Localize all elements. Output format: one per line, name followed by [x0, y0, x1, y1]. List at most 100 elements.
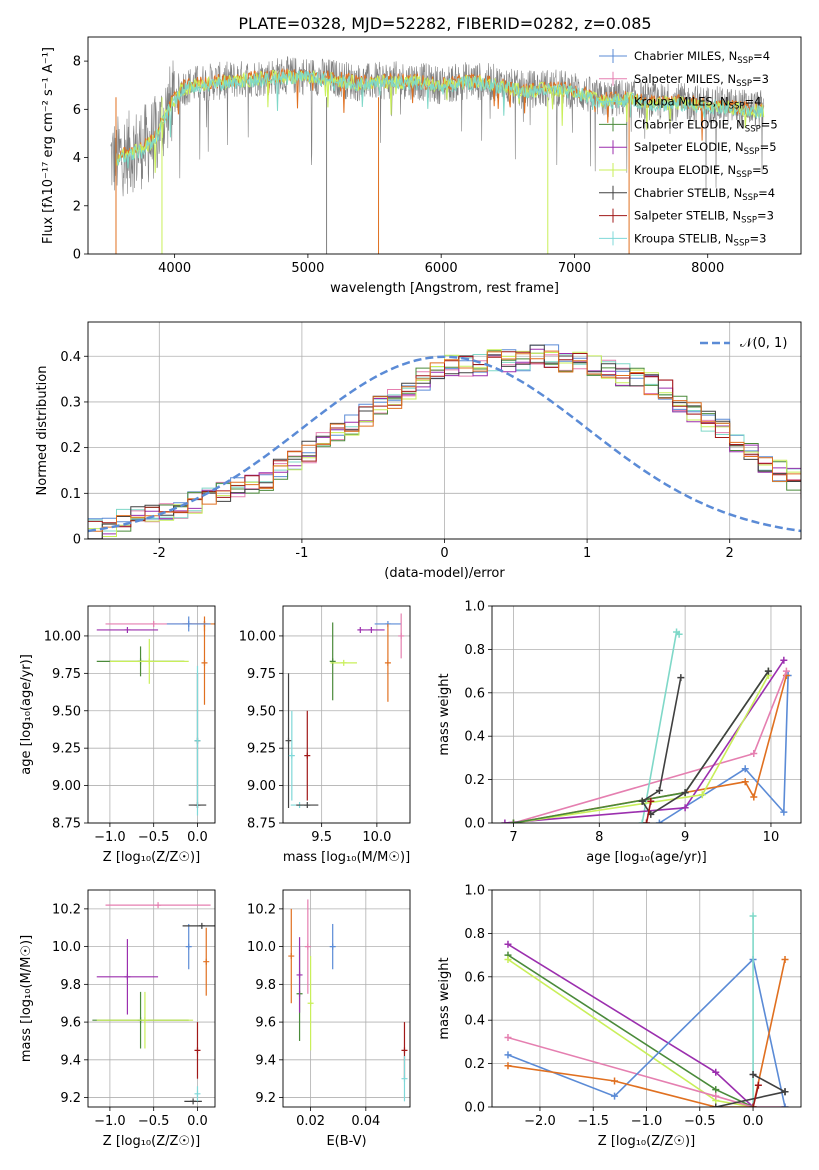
legend-item: Salpeter STELIB, NSSP=3: [599, 208, 774, 226]
y-tick-label: 2: [73, 199, 81, 214]
mass_vs_ebv-frame: [282, 889, 411, 1108]
weight-series: [749, 912, 757, 1107]
x-tick-label: −2.0: [524, 1114, 556, 1129]
y-tick-label: 8.75: [247, 817, 276, 832]
legend-item: Kroupa MILES, NSSP=4: [599, 94, 761, 112]
errorbar-point: [194, 1086, 201, 1102]
point-marker: [340, 659, 347, 666]
weight-series: [638, 628, 683, 823]
point-marker: [304, 802, 311, 809]
point-marker: [398, 632, 405, 639]
series-marker: [749, 1103, 757, 1107]
legend-item: Salpeter ELODIE, NSSP=5: [599, 140, 777, 157]
y-tick-label: 9.75: [52, 667, 81, 682]
point-marker: [201, 659, 208, 666]
point-marker: [190, 1098, 197, 1105]
point-marker: [296, 971, 303, 978]
x-tick-label: −1.0: [94, 830, 126, 845]
y-tick-label: 8: [73, 55, 81, 70]
point-marker: [146, 658, 153, 665]
histogram-legend: 𝒩(0, 1): [700, 336, 787, 351]
x-tick-label: 0.02: [296, 1114, 325, 1129]
point-marker: [288, 953, 295, 960]
series-marker: [750, 750, 758, 758]
series-marker: [741, 778, 749, 786]
point-marker: [401, 1075, 408, 1082]
series-line: [507, 954, 754, 1107]
weight-series: [504, 951, 757, 1107]
weight-series: [509, 667, 772, 823]
residual_histogram-xlabel: (data-model)/error: [384, 566, 505, 581]
massweight_vs_age-axes: 7 8 9 10 0.0 0.2 0.4 0.6 0.8 1.0 age [log₁₀(age/yr…: [437, 600, 801, 865]
mass_vs_Z-axes: −1.0 −0.5 0.0 9.2 9.4 9.6 9.8 10.0 10.2 Z [log₁₀(…: [19, 890, 215, 1149]
y-tick-label: 0.2: [60, 441, 81, 456]
legend-label: 𝒩(0, 1): [740, 336, 787, 351]
spectrum-axes: 4000 5000 6000 7000 8000 0 2 4 6 8 wavelength [Ang…: [41, 47, 724, 296]
age_vs_Z-axes: −1.0 −0.5 0.0 8.75 9.00 9.25 9.50 9.75 10.00 Z [l…: [19, 606, 215, 865]
weight-series: [749, 1070, 789, 1096]
series-line: [752, 1085, 760, 1107]
series-marker: [781, 1103, 789, 1107]
histograms: [88, 344, 801, 539]
residual-histogram-step: [88, 350, 801, 532]
series-marker: [647, 797, 655, 805]
massweight_vs_age-frame: [491, 605, 802, 824]
y-tick-label: 9.6: [60, 1016, 81, 1031]
y-tick-label: 10.2: [52, 902, 81, 917]
y-tick-label: 9.4: [255, 1053, 276, 1068]
y-tick-label: 10.00: [239, 629, 276, 644]
point-marker: [194, 1090, 201, 1097]
x-tick-label: 0: [440, 546, 448, 561]
point-marker: [203, 958, 210, 965]
series-marker: [712, 1103, 720, 1107]
x-tick-label: 10: [763, 830, 780, 845]
x-tick-label: 0.0: [187, 830, 208, 845]
residual-histogram-step: [88, 344, 801, 539]
series-marker: [780, 808, 788, 816]
series-marker: [681, 789, 689, 797]
series-marker: [781, 1088, 789, 1096]
legend-item: Kroupa ELODIE, NSSP=5: [599, 163, 769, 180]
massweight_vs_Z-ylabel: mass weight: [437, 957, 452, 1039]
legend-item: Chabrier MILES, NSSP=4: [599, 49, 770, 66]
errorbar-point: [307, 956, 314, 1051]
series-marker: [504, 940, 512, 948]
errorbar-point: [184, 1098, 202, 1105]
x-tick-label: 1: [583, 546, 591, 561]
y-tick-label: 9.00: [52, 779, 81, 794]
series-line: [641, 677, 682, 802]
series-marker: [675, 630, 683, 638]
series-marker: [655, 786, 663, 794]
x-tick-label: 5000: [291, 261, 324, 276]
y-tick-label: 9.2: [60, 1091, 81, 1106]
series-marker: [712, 1068, 720, 1076]
errorbar-point: [96, 626, 159, 633]
errorbar-point: [96, 939, 159, 1015]
x-tick-label: 9: [681, 830, 689, 845]
point-marker: [194, 737, 201, 744]
errorbar-point: [296, 937, 303, 1013]
series-marker: [681, 804, 689, 812]
y-tick-label: 0: [73, 533, 81, 548]
series-marker: [638, 797, 646, 805]
series-marker: [764, 667, 772, 675]
y-tick-label: 0.0: [464, 817, 485, 832]
y-tick-label: 9.2: [255, 1091, 276, 1106]
x-tick-label: 7: [509, 830, 517, 845]
legend-label: Chabrier ELODIE, NSSP=5: [634, 117, 778, 134]
y-tick-label: 10.0: [52, 940, 81, 955]
spectrum-xlabel: wavelength [Angstrom, rest frame]: [330, 281, 559, 296]
y-tick-label: 0.8: [464, 643, 485, 658]
weight-series: [504, 955, 757, 1107]
age_vs_Z-points: [96, 616, 215, 816]
x-tick-label: 4000: [158, 261, 191, 276]
age_vs_mass-frame: [282, 605, 411, 824]
errorbar-point: [288, 710, 295, 801]
errorbar-point: [329, 622, 336, 701]
y-tick-label: 0.6: [464, 686, 485, 701]
legend-item: Kroupa STELIB, NSSP=3: [599, 231, 766, 248]
errorbar-point: [330, 659, 357, 666]
series-marker: [712, 1086, 720, 1094]
errorbar-point: [384, 623, 391, 702]
age_vs_Z-xlabel: Z [log₁₀(Z/Z☉)]: [103, 850, 200, 865]
